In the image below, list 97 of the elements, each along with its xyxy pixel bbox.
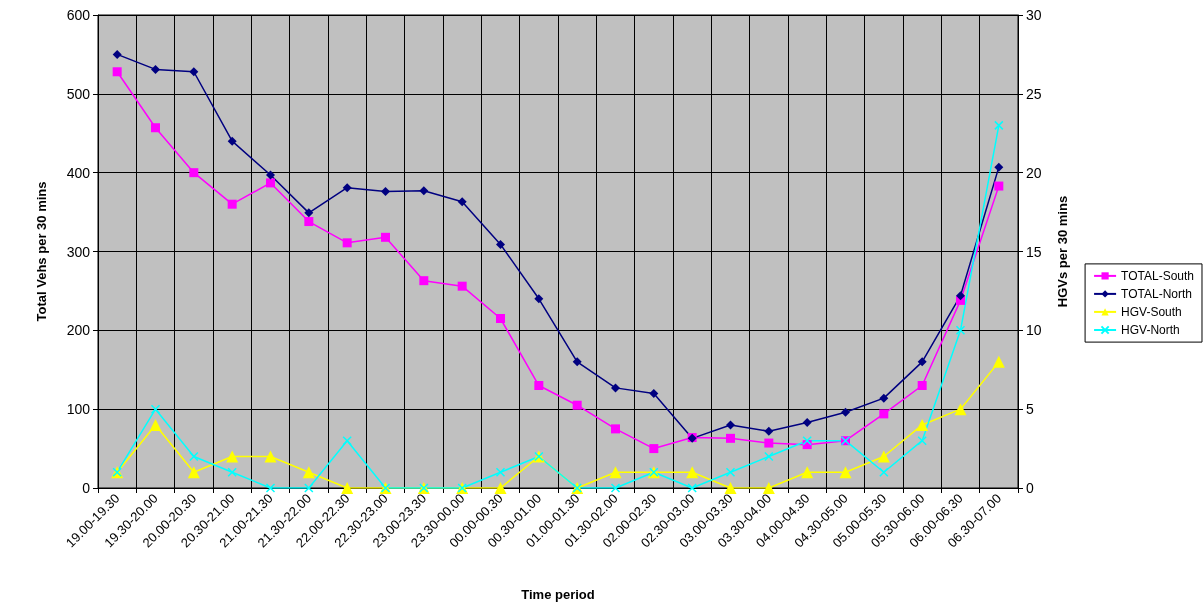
y2-tick-label: 0 [1026, 480, 1034, 496]
point [149, 418, 162, 431]
y-tick-label: 100 [66, 401, 91, 418]
point [839, 466, 852, 479]
point [342, 238, 352, 248]
point [112, 49, 122, 59]
point [187, 466, 200, 479]
point [955, 325, 966, 336]
point [879, 409, 889, 419]
y-tick-label: 300 [66, 243, 91, 260]
y-axis-title: Total Vehs per 30 mins [34, 181, 49, 322]
point [994, 120, 1004, 131]
point [496, 239, 505, 249]
point [686, 466, 699, 479]
point [227, 467, 237, 477]
point [994, 162, 1004, 172]
point [572, 357, 582, 367]
point [227, 136, 237, 146]
point [879, 393, 889, 403]
y2-tick-label: 30 [1026, 7, 1042, 23]
y-tick-label: 0 [82, 480, 91, 496]
point [494, 482, 507, 494]
legend-label: TOTAL-South [1121, 268, 1194, 283]
point [419, 186, 429, 196]
y2-tick-label: 5 [1026, 401, 1034, 418]
point [917, 435, 927, 446]
point [762, 482, 775, 494]
point [917, 357, 927, 367]
point [609, 466, 622, 479]
legend-label: HGV-North [1121, 323, 1180, 337]
point [342, 435, 352, 446]
point [916, 418, 929, 431]
y2-tick-label: 10 [1026, 322, 1042, 339]
point [534, 381, 544, 391]
point [954, 403, 967, 416]
point [802, 435, 812, 446]
point [917, 381, 927, 391]
point [189, 67, 199, 77]
y-tick-label: 400 [66, 164, 91, 181]
point [726, 420, 735, 430]
point [419, 276, 429, 286]
point [610, 483, 621, 493]
y2-tick-label: 25 [1026, 85, 1042, 102]
legend-label: TOTAL-North [1121, 286, 1192, 301]
point [302, 466, 315, 479]
point [956, 291, 965, 301]
point [457, 197, 467, 207]
point [189, 451, 199, 462]
point [495, 467, 506, 477]
point [764, 426, 774, 436]
point [764, 438, 774, 448]
point [457, 281, 467, 291]
point [994, 181, 1004, 191]
point [841, 407, 850, 417]
point [266, 178, 275, 188]
point [611, 424, 620, 434]
point [877, 450, 890, 463]
y-tick-label: 500 [66, 85, 91, 102]
y2-axis-title: HGVs per 30 mins [1055, 195, 1070, 308]
point [304, 217, 314, 227]
point [725, 467, 736, 477]
point [304, 483, 314, 493]
point [687, 483, 697, 493]
point [112, 67, 122, 77]
point [724, 482, 737, 494]
point [264, 450, 277, 463]
point [227, 199, 237, 209]
y2-tick-label: 15 [1026, 243, 1042, 260]
point [572, 400, 582, 410]
point [151, 64, 160, 74]
point [304, 208, 314, 218]
point [649, 444, 659, 454]
legend-label: HGV-South [1121, 304, 1182, 319]
point [266, 170, 275, 180]
x-axis-title: Time period [521, 587, 595, 602]
y-tick-label: 200 [66, 322, 91, 339]
point [381, 187, 390, 197]
point [151, 123, 160, 133]
point [534, 294, 544, 304]
point [342, 183, 352, 193]
point [611, 383, 620, 393]
point [802, 418, 812, 428]
point [801, 466, 814, 479]
point [496, 314, 505, 324]
point [764, 451, 774, 462]
y-tick-label: 600 [66, 7, 91, 23]
point [341, 482, 354, 494]
point [879, 467, 889, 477]
y2-tick-label: 20 [1026, 164, 1042, 181]
point [726, 433, 735, 443]
point [381, 232, 390, 242]
point [649, 388, 659, 398]
point [150, 404, 161, 414]
point [189, 168, 199, 178]
point [226, 450, 239, 463]
point [992, 355, 1005, 368]
point [265, 483, 276, 493]
